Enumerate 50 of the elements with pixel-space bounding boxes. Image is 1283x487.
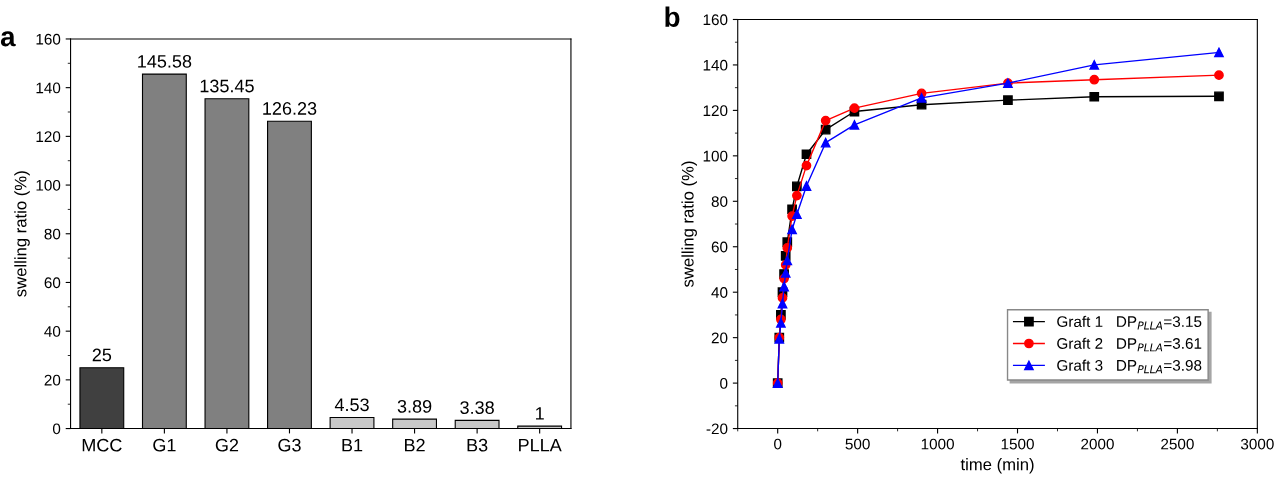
y-tick-label: 20 [44,374,61,386]
x-tick-label: 0 [774,438,782,450]
x-tick-label: 1000 [921,438,954,450]
y-tick-label: 80 [711,196,728,207]
y-tick-label: 80 [44,228,61,240]
x-tick-label: 2500 [1161,438,1194,450]
data-label: 3.38 [460,401,494,414]
chart-title: a [0,31,16,47]
x-tick-label: 2000 [1081,438,1114,450]
data-label: 1 [536,407,544,420]
y-tick-label: 100 [36,179,61,191]
legend-label: Graft 3 DP$_{PLLA}$=3.98 [1057,359,1202,374]
y-tick-label: 140 [36,82,61,94]
x-tick-label: G1 [153,438,176,452]
y-tick-label: 120 [36,131,61,143]
x-tick-label: B2 [405,438,425,452]
y-tick-label: 0 [720,377,728,389]
y-tick-label: 60 [44,277,61,289]
x-tick-label: B1 [342,438,363,452]
x-tick-label: 1500 [1001,438,1034,450]
x-tick-label: G3 [278,438,301,452]
y-axis-title: swelling ratio (%) [14,171,30,297]
y-tick-label: 120 [703,105,728,117]
y-tick-label: 20 [711,332,728,344]
y-tick-label: 160 [703,14,728,26]
data-label: 135.45 [200,79,254,93]
y-axis-title: swelling ratio (%) [681,161,697,287]
legend-label: Graft 2 DP$_{PLLA}$=3.61 [1057,337,1202,352]
data-label: 3.89 [397,399,432,413]
x-tick-label: G2 [215,438,239,452]
y-tick-label: 160 [36,33,61,45]
x-tick-label: 500 [845,438,870,450]
y-tick-label: 40 [44,326,61,337]
y-tick-label: 100 [703,150,728,162]
y-tick-label: 60 [711,241,728,253]
y-tick-label: 140 [703,59,728,71]
data-label: 4.53 [334,398,369,412]
legend-label: Graft 1 DP$_{PLLA}$=3.15 [1057,315,1202,330]
x-tick-label: B3 [467,438,488,452]
y-tick-label: 40 [711,287,728,298]
x-tick-label: MCC [82,438,122,452]
data-label: 145.58 [138,54,192,68]
chart-title: b [665,6,680,27]
x-tick-label: 3000 [1240,438,1274,450]
data-label: 126.23 [263,102,317,115]
x-tick-label: PLLA [519,438,562,452]
x-axis-title: time (min) [960,458,1034,474]
data-label: 25 [92,348,112,362]
y-tick-label: 0 [52,423,61,435]
y-tick-label: -20 [706,423,728,435]
